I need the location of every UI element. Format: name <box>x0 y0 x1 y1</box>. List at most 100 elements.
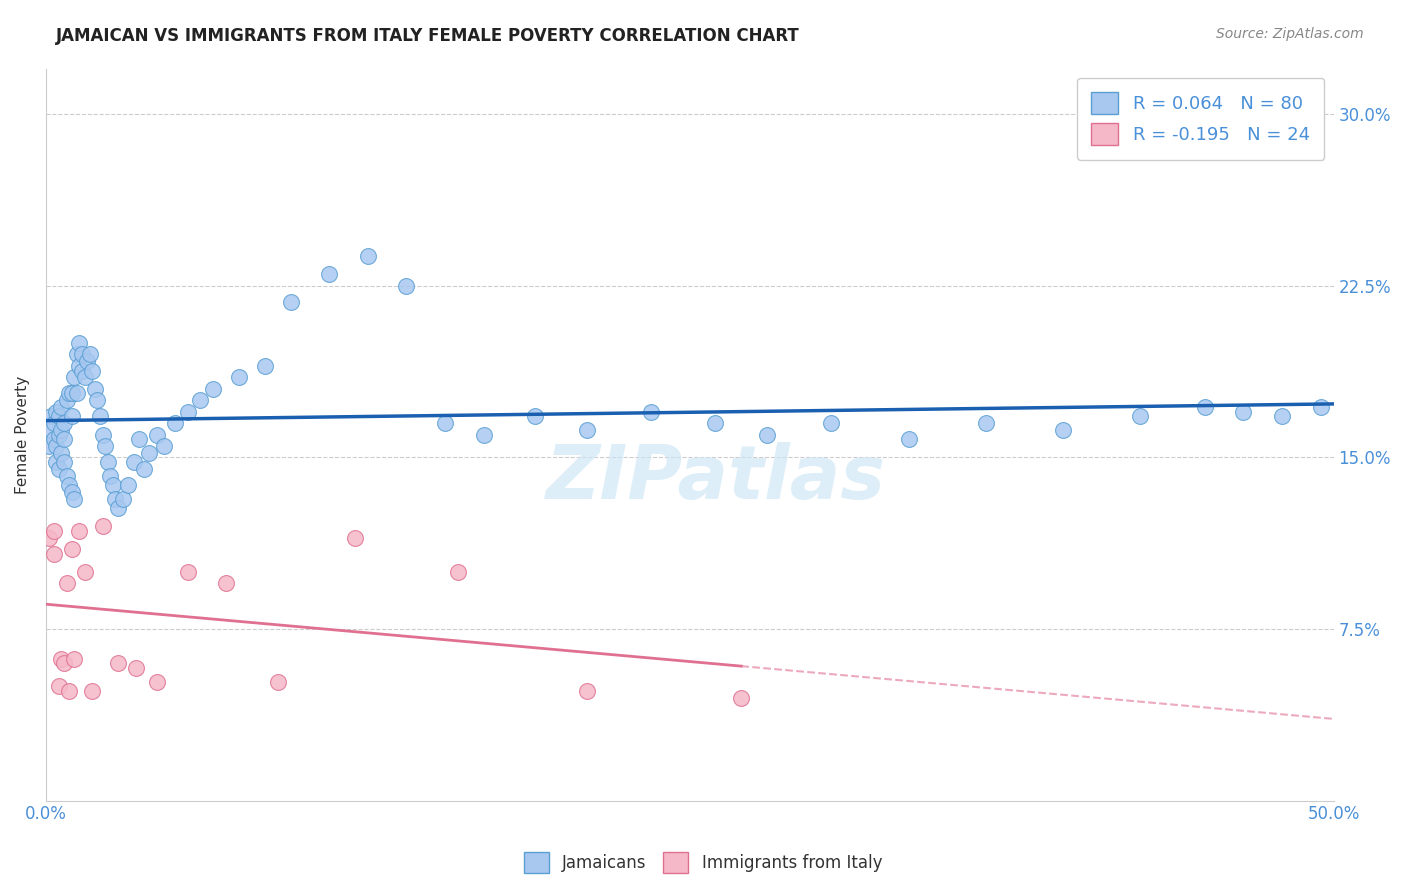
Point <box>897 432 920 446</box>
Point <box>42 432 65 446</box>
Point <box>176 565 198 579</box>
Point <box>125 661 148 675</box>
Point <box>163 416 186 430</box>
Point <box>42 547 65 561</box>
Text: JAMAICAN VS IMMIGRANTS FROM ITALY FEMALE POVERTY CORRELATION CHART: JAMAICAN VS IMMIGRANTS FROM ITALY FEMALE… <box>56 27 800 45</box>
Point <box>38 439 60 453</box>
Y-axis label: Female Poverty: Female Poverty <box>15 376 30 493</box>
Point <box>55 468 77 483</box>
Point <box>58 386 80 401</box>
Point <box>70 363 93 377</box>
Point <box>447 565 470 579</box>
Point <box>395 278 418 293</box>
Legend: R = 0.064   N = 80, R = -0.195   N = 24: R = 0.064 N = 80, R = -0.195 N = 24 <box>1077 78 1324 160</box>
Point <box>63 652 86 666</box>
Point <box>112 491 135 506</box>
Point <box>63 370 86 384</box>
Point <box>73 370 96 384</box>
Point <box>42 416 65 430</box>
Point <box>640 405 662 419</box>
Point <box>98 468 121 483</box>
Point <box>318 268 340 282</box>
Point <box>55 576 77 591</box>
Point <box>83 382 105 396</box>
Point <box>86 393 108 408</box>
Point <box>76 354 98 368</box>
Point <box>153 439 176 453</box>
Point <box>69 524 91 538</box>
Point <box>48 462 70 476</box>
Point <box>39 409 62 424</box>
Point <box>575 683 598 698</box>
Point <box>51 423 73 437</box>
Point <box>117 478 139 492</box>
Point <box>434 416 457 430</box>
Point <box>472 427 495 442</box>
Point <box>53 455 76 469</box>
Point <box>974 416 997 430</box>
Point <box>575 423 598 437</box>
Point <box>53 432 76 446</box>
Point <box>1232 405 1254 419</box>
Point <box>94 439 117 453</box>
Point <box>53 657 76 671</box>
Legend: Jamaicans, Immigrants from Italy: Jamaicans, Immigrants from Italy <box>517 846 889 880</box>
Point <box>45 405 67 419</box>
Point <box>73 565 96 579</box>
Point <box>357 249 380 263</box>
Point <box>38 531 60 545</box>
Point <box>69 359 91 373</box>
Point <box>58 478 80 492</box>
Point <box>1309 400 1331 414</box>
Point <box>145 427 167 442</box>
Point <box>97 455 120 469</box>
Point <box>215 576 238 591</box>
Point <box>107 500 129 515</box>
Point <box>69 336 91 351</box>
Point <box>60 386 83 401</box>
Point <box>756 427 779 442</box>
Point <box>132 462 155 476</box>
Point <box>1052 423 1074 437</box>
Point <box>145 674 167 689</box>
Point <box>45 455 67 469</box>
Text: ZIPatlas: ZIPatlas <box>546 442 886 515</box>
Point <box>524 409 547 424</box>
Point <box>820 416 842 430</box>
Point <box>39 423 62 437</box>
Text: Source: ZipAtlas.com: Source: ZipAtlas.com <box>1216 27 1364 41</box>
Point <box>66 347 89 361</box>
Point <box>51 652 73 666</box>
Point <box>42 524 65 538</box>
Point <box>82 683 104 698</box>
Point <box>82 363 104 377</box>
Point <box>53 416 76 430</box>
Point <box>1194 400 1216 414</box>
Point <box>202 382 225 396</box>
Point <box>51 400 73 414</box>
Point <box>267 674 290 689</box>
Point <box>280 294 302 309</box>
Point <box>66 386 89 401</box>
Point <box>138 446 160 460</box>
Point <box>101 478 124 492</box>
Point <box>55 393 77 408</box>
Point <box>89 409 111 424</box>
Point <box>58 683 80 698</box>
Point <box>70 347 93 361</box>
Point <box>730 690 752 705</box>
Point <box>60 484 83 499</box>
Point <box>79 347 101 361</box>
Point <box>104 491 127 506</box>
Point <box>343 531 366 545</box>
Point <box>91 519 114 533</box>
Point <box>128 432 150 446</box>
Point <box>45 439 67 453</box>
Point <box>48 409 70 424</box>
Point <box>60 409 83 424</box>
Point <box>48 427 70 442</box>
Point <box>63 491 86 506</box>
Point <box>704 416 727 430</box>
Point <box>48 679 70 693</box>
Point <box>60 541 83 556</box>
